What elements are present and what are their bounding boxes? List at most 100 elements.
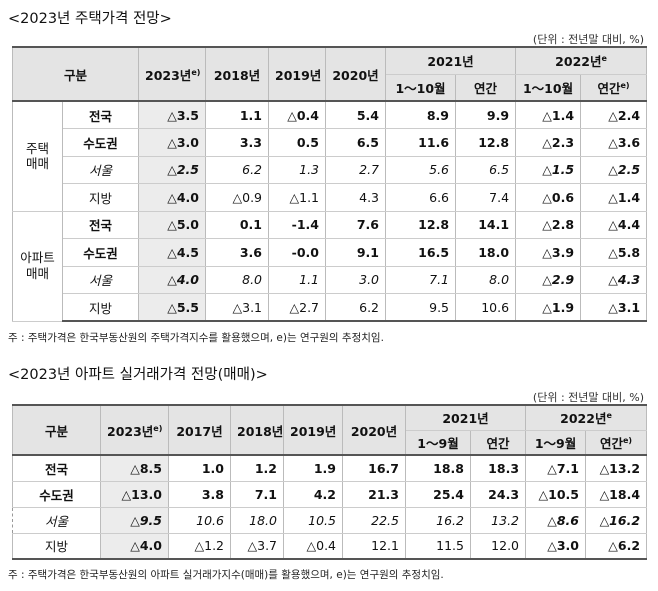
table-header: 구분 2023년e) 2018년 2019년 2020년 2021년 2022년e 1～10월… bbox=[11, 46, 648, 102]
unit-label: (단위 : 전년말 대비, %) bbox=[532, 391, 644, 404]
value-cell: 5.6 bbox=[385, 156, 457, 184]
value-cell: △4.0 bbox=[138, 183, 207, 212]
row-label: 수도권 bbox=[12, 481, 101, 508]
header-text: 2020년 bbox=[332, 67, 379, 83]
header-text: 구분 bbox=[44, 423, 68, 439]
value-cell: 11.6 bbox=[385, 128, 457, 157]
value-cell: 7.4 bbox=[455, 183, 517, 212]
value-cell: △8.5 bbox=[100, 455, 169, 482]
value-cell: 16.5 bbox=[385, 238, 457, 267]
value-cell: 25.4 bbox=[405, 481, 471, 508]
header-superscript: e) bbox=[153, 423, 163, 433]
value-cell: 6.5 bbox=[325, 128, 387, 157]
value-cell: 8.0 bbox=[455, 266, 517, 294]
header-cell: 1～9월 bbox=[405, 430, 471, 456]
value-cell: 9.1 bbox=[325, 238, 387, 267]
data-row: 전국 △8.5 1.0 1.2 1.9 16.7 18.8 18.3 △7.1 △13.2 bbox=[12, 455, 648, 482]
header-cell: 연간e) bbox=[580, 74, 648, 102]
header-cell: 2018년 bbox=[205, 46, 270, 102]
header-text: 연간 bbox=[474, 80, 498, 96]
header-cell: 2017년 bbox=[168, 404, 231, 456]
table-note: 주 : 주택가격은 한국부동산원의 아파트 실거래가지수(매매)를 활용했으며,… bbox=[8, 569, 444, 581]
value-cell: △9.5 bbox=[100, 507, 169, 534]
value-cell: △5.5 bbox=[138, 293, 207, 322]
header-text: 2019년 bbox=[290, 423, 337, 439]
value-cell: 18.8 bbox=[405, 455, 471, 482]
unit-label: (단위 : 전년말 대비, %) bbox=[532, 33, 644, 46]
header-text: 1～9월 bbox=[417, 435, 459, 451]
header-cell: 2023년e) bbox=[138, 46, 207, 102]
data-row: 서울 △4.0 8.0 1.1 3.0 7.1 8.0 △2.9 △4.3 bbox=[13, 266, 648, 294]
header-text: 1～9월 bbox=[534, 435, 577, 451]
header-row: 구분 2023년e) 2017년 2018년 2019년 2020년 2021년 2022년e bbox=[12, 404, 648, 456]
header-cell: 2022년e bbox=[525, 404, 648, 431]
value-cell: 3.0 bbox=[325, 266, 387, 294]
value-cell: 11.5 bbox=[405, 533, 471, 560]
value-cell: 9.5 bbox=[385, 293, 457, 322]
value-cell: △2.4 bbox=[580, 101, 648, 129]
header-text: 2022년 bbox=[555, 54, 602, 70]
value-cell: 1.3 bbox=[268, 156, 327, 184]
value-cell: 8.0 bbox=[205, 266, 270, 294]
value-cell: 18.0 bbox=[455, 238, 517, 267]
value-cell: △3.0 bbox=[525, 533, 587, 560]
value-cell: 3.6 bbox=[205, 238, 270, 267]
value-cell: 0.1 bbox=[205, 210, 270, 239]
header-cell: 2021년 bbox=[385, 46, 517, 75]
value-cell: 7.6 bbox=[325, 210, 387, 239]
value-cell: 14.1 bbox=[455, 210, 517, 239]
data-row: 주택 매매 전국 △3.5 1.1 △0.4 5.4 8.9 9.9 △1.4 △2.4 bbox=[12, 101, 648, 212]
value-cell: △5.8 bbox=[580, 238, 648, 267]
value-cell: 13.2 bbox=[469, 507, 527, 534]
data-row: 지방 △4.0 △0.9 △1.1 4.3 6.6 7.4 △0.6 △1.4 bbox=[13, 183, 648, 212]
row-label: 지방 bbox=[61, 293, 140, 322]
header-text: 2017년 bbox=[176, 423, 223, 439]
value-cell: 12.1 bbox=[342, 533, 406, 560]
header-text: 1～10월 bbox=[395, 80, 446, 96]
value-cell: 12.8 bbox=[455, 128, 517, 157]
value-cell: △3.5 bbox=[138, 101, 207, 129]
data-row: 수도권 △13.0 3.8 7.1 4.2 21.3 25.4 24.3 △10.5 △18.4 bbox=[12, 481, 648, 508]
value-cell: △1.5 bbox=[515, 156, 582, 184]
value-cell: △3.7 bbox=[230, 533, 284, 560]
value-cell: △4.0 bbox=[100, 533, 169, 560]
data-row: 수도권 △4.5 3.6 -0.0 9.1 16.5 18.0 △3.9 △5.8 bbox=[13, 238, 648, 267]
value-cell: 9.9 bbox=[455, 101, 517, 129]
value-cell: 3.8 bbox=[168, 481, 231, 508]
value-cell: 6.2 bbox=[325, 293, 387, 322]
header-text: 2023년 bbox=[145, 67, 192, 83]
value-cell: 16.2 bbox=[405, 507, 471, 534]
value-cell: △4.0 bbox=[138, 266, 207, 294]
data-row: 아파트 매매 전국 △5.0 0.1 -1.4 7.6 12.8 14.1 △2.8 △4.4 bbox=[12, 210, 648, 322]
header-text: 2021년 bbox=[442, 411, 489, 427]
value-cell: 4.2 bbox=[283, 481, 343, 508]
header-text: 연간 bbox=[597, 80, 621, 96]
header-superscript: e) bbox=[622, 435, 633, 445]
value-cell: △18.4 bbox=[585, 481, 648, 508]
value-cell: 3.3 bbox=[205, 128, 270, 157]
value-cell: △4.4 bbox=[580, 210, 648, 239]
header-row: 1～10월 연간 1～10월 연간e) bbox=[13, 74, 648, 102]
value-cell: △3.1 bbox=[580, 293, 648, 322]
value-cell: 7.1 bbox=[385, 266, 457, 294]
value-cell: 1.1 bbox=[268, 266, 327, 294]
row-label: 서울 bbox=[61, 156, 140, 184]
value-cell: △1.1 bbox=[268, 183, 327, 212]
header-text: 연간 bbox=[486, 435, 510, 451]
row-label: 전국 bbox=[61, 101, 140, 129]
group-label-line: 아파트 bbox=[20, 250, 55, 266]
header-cell: 연간 bbox=[455, 74, 517, 102]
value-cell: △2.3 bbox=[515, 128, 582, 157]
header-cell: 2019년 bbox=[268, 46, 327, 102]
header-superscript: e bbox=[601, 54, 607, 64]
value-cell: 18.0 bbox=[230, 507, 284, 534]
header-cell: 2021년 bbox=[404, 404, 527, 431]
header-cell: 구분 bbox=[12, 404, 101, 456]
table-title: <2023년 주택가격 전망> bbox=[8, 11, 172, 27]
value-cell: △1.4 bbox=[515, 101, 582, 129]
header-cell: 연간e) bbox=[585, 430, 648, 456]
value-cell: 10.6 bbox=[168, 507, 231, 534]
value-cell: △4.3 bbox=[580, 266, 648, 294]
value-cell: △13.2 bbox=[585, 455, 648, 482]
value-cell: △0.6 bbox=[515, 183, 582, 212]
